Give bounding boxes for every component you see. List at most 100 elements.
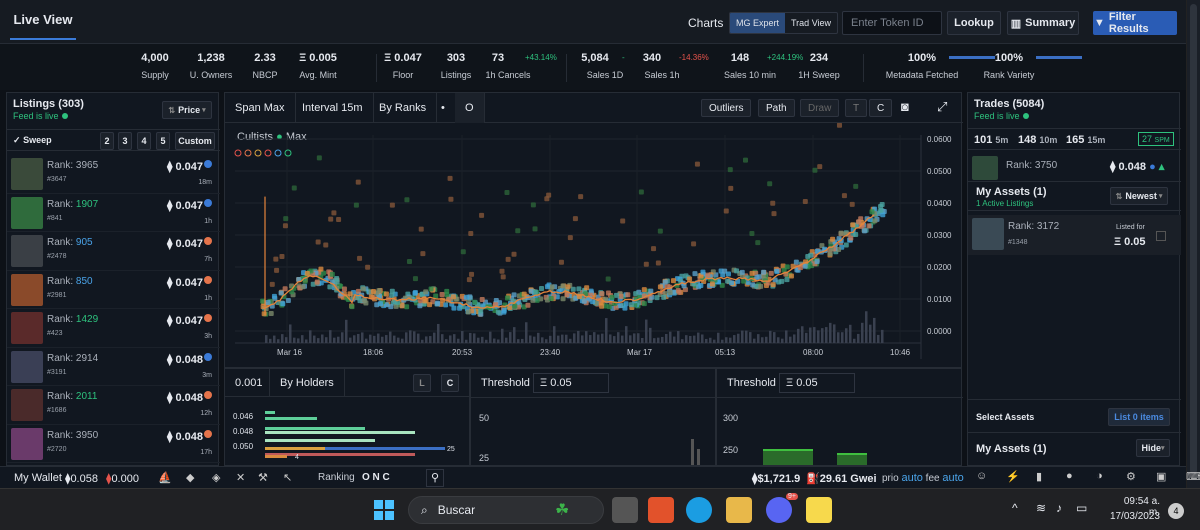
scatter-point[interactable] bbox=[504, 295, 510, 301]
scatter-point[interactable] bbox=[779, 278, 785, 284]
legend-circle[interactable] bbox=[274, 149, 282, 157]
trade-row[interactable]: Rank: 3750 ⧫ 0.048 ● ▴ bbox=[968, 153, 1181, 181]
scatter-point[interactable] bbox=[383, 291, 389, 297]
scatter-point[interactable] bbox=[725, 278, 731, 284]
o-button[interactable]: O bbox=[455, 93, 485, 123]
scatter-point[interactable] bbox=[268, 310, 274, 316]
scatter-point[interactable] bbox=[389, 292, 395, 298]
fullscreen-icon[interactable]: ⤢ bbox=[937, 99, 948, 114]
token-id-input[interactable]: Enter Token ID bbox=[842, 11, 942, 35]
scatter-point[interactable] bbox=[374, 302, 380, 308]
holders-step[interactable]: 0.001 bbox=[235, 377, 263, 389]
scatter-point[interactable] bbox=[606, 304, 612, 310]
scatter-point[interactable] bbox=[725, 271, 731, 277]
scatter-point[interactable] bbox=[355, 179, 361, 185]
scatter-point[interactable] bbox=[749, 270, 755, 276]
scatter-point[interactable] bbox=[505, 256, 511, 262]
legend-circle[interactable] bbox=[244, 149, 252, 157]
scatter-point[interactable] bbox=[827, 251, 833, 257]
scatter-point[interactable] bbox=[599, 291, 605, 297]
prio-value[interactable]: auto bbox=[901, 472, 923, 484]
scatter-point[interactable] bbox=[878, 207, 884, 213]
settings-icon[interactable]: ⚙ bbox=[1126, 471, 1136, 483]
scatter-point[interactable] bbox=[282, 223, 288, 229]
scatter-point[interactable] bbox=[750, 282, 756, 288]
scatter-point[interactable] bbox=[729, 280, 735, 286]
camera-icon[interactable]: ◙ bbox=[901, 99, 909, 114]
my-asset-row[interactable]: Rank: 3172 #1348 Listed for Ξ 0.05 bbox=[968, 215, 1181, 255]
scatter-point[interactable] bbox=[301, 270, 307, 276]
lookup-button[interactable]: Lookup bbox=[947, 11, 1001, 35]
scatter-point[interactable] bbox=[363, 300, 369, 306]
scatter-point[interactable] bbox=[654, 295, 660, 301]
scatter-point[interactable] bbox=[521, 291, 527, 297]
scatter-point[interactable] bbox=[709, 281, 715, 287]
scatter-point[interactable] bbox=[620, 218, 626, 224]
scatter-point[interactable] bbox=[808, 252, 814, 258]
tool-icon[interactable]: ⚒ bbox=[258, 472, 268, 484]
scatter-point[interactable] bbox=[698, 282, 704, 288]
scatter-point[interactable] bbox=[507, 305, 513, 311]
scatter-point[interactable] bbox=[478, 308, 484, 314]
scatter-point[interactable] bbox=[741, 278, 747, 284]
clock-date[interactable]: 17/03/2023 bbox=[1109, 511, 1160, 522]
scatter-point[interactable] bbox=[331, 210, 337, 216]
scatter-point[interactable] bbox=[347, 291, 353, 297]
battery-icon[interactable]: ▭ bbox=[1076, 501, 1088, 515]
scatter-point[interactable] bbox=[316, 155, 322, 161]
holders-l-button[interactable]: L bbox=[413, 374, 431, 392]
scatter-point[interactable] bbox=[581, 298, 587, 304]
scatter-point[interactable] bbox=[511, 251, 517, 257]
scatter-point[interactable] bbox=[667, 290, 673, 296]
scatter-point[interactable] bbox=[394, 299, 400, 305]
scatter-point[interactable] bbox=[278, 290, 284, 296]
scatter-point[interactable] bbox=[849, 201, 855, 207]
scatter-point[interactable] bbox=[609, 294, 615, 300]
sweep-5-button[interactable]: 5 bbox=[156, 132, 170, 150]
scatter-point[interactable] bbox=[501, 309, 507, 315]
scatter-point[interactable] bbox=[336, 216, 342, 222]
scatter-point[interactable] bbox=[862, 228, 868, 234]
scatter-point[interactable] bbox=[771, 211, 777, 217]
listing-item[interactable]: Rank: 2011 #1686 ⧫ 0.048 12h bbox=[7, 386, 220, 425]
tf-10m[interactable]: 148 10m bbox=[1018, 134, 1057, 146]
scatter-point[interactable] bbox=[468, 231, 474, 237]
scatter-point[interactable] bbox=[269, 281, 275, 287]
scatter-point[interactable] bbox=[389, 202, 395, 208]
holders-c-button[interactable]: C bbox=[441, 374, 459, 392]
tab-live-view[interactable]: Live View bbox=[10, 0, 76, 40]
scatter-point[interactable] bbox=[570, 286, 576, 292]
scatter-point[interactable] bbox=[625, 292, 631, 298]
clock-time[interactable]: 09:54 a. m. bbox=[1123, 496, 1160, 518]
scatter-point[interactable] bbox=[280, 301, 286, 307]
scatter-point[interactable] bbox=[420, 251, 426, 257]
file-explorer-icon[interactable] bbox=[726, 497, 752, 523]
scatter-point[interactable] bbox=[742, 157, 748, 163]
sweep-2-button[interactable]: 2 bbox=[100, 132, 114, 150]
scatter-point[interactable] bbox=[657, 284, 663, 290]
discord-icon[interactable]: 9+ bbox=[766, 493, 798, 523]
scatter-point[interactable] bbox=[723, 208, 729, 214]
scatter-point[interactable] bbox=[578, 194, 584, 200]
scatter-point[interactable] bbox=[479, 212, 485, 218]
scatter-point[interactable] bbox=[404, 304, 410, 310]
scatter-point[interactable] bbox=[318, 266, 324, 272]
scatter-point[interactable] bbox=[665, 283, 671, 289]
dot-icon[interactable]: ● bbox=[1066, 470, 1073, 482]
scatter-point[interactable] bbox=[638, 189, 644, 195]
sweep-custom-button[interactable]: Custom bbox=[175, 132, 215, 150]
scatter-point[interactable] bbox=[310, 281, 316, 287]
runner-icon[interactable]: ☺ bbox=[976, 470, 988, 482]
scatter-point[interactable] bbox=[469, 271, 475, 277]
scatter-point[interactable] bbox=[641, 293, 647, 299]
keyboard-icon[interactable]: ⌨ bbox=[1186, 471, 1200, 483]
scatter-point[interactable] bbox=[734, 268, 740, 274]
scatter-point[interactable] bbox=[530, 202, 536, 208]
scatter-point[interactable] bbox=[770, 200, 776, 206]
scatter-point[interactable] bbox=[368, 294, 374, 300]
listing-item[interactable]: Rank: 1907 #841 ⧫ 0.047 1h bbox=[7, 194, 220, 232]
scatter-point[interactable] bbox=[370, 289, 376, 295]
gas-pump-icon[interactable]: ▣ bbox=[1156, 471, 1167, 483]
scatter-point[interactable] bbox=[558, 259, 564, 265]
scatter-point[interactable] bbox=[774, 268, 780, 274]
